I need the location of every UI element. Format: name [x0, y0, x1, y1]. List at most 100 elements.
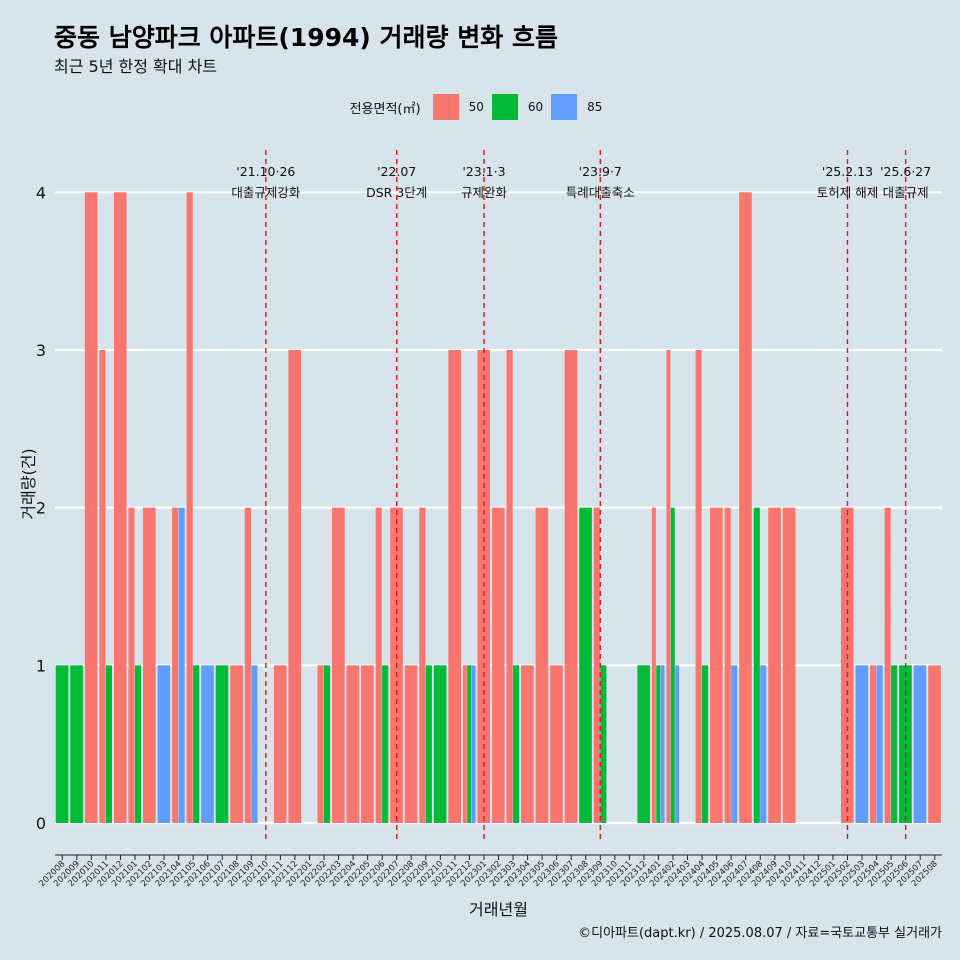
bar-202303-60 [513, 665, 520, 823]
bar-202304-50 [521, 665, 534, 823]
event-date-label: '22.07 [377, 164, 416, 179]
bar-202407-50 [739, 192, 752, 824]
bar-202401-85 [660, 665, 665, 823]
bar-202101-60 [134, 665, 142, 823]
bar-202404-50 [695, 349, 702, 823]
x-axis-title: 거래년월 [469, 900, 528, 919]
legend-item-50: 50 [432, 94, 484, 120]
bar-202504-50 [870, 665, 877, 823]
event-desc-label: 규제완화 [461, 185, 508, 200]
bar-202406-85 [731, 665, 738, 823]
y-tick-label: 2 [36, 499, 46, 518]
bar-202209-60 [425, 665, 432, 823]
event-desc-label: 대출규제강화 [231, 185, 301, 200]
event-desc-label: 대출규제 [883, 185, 929, 200]
bar-202402-85 [675, 665, 680, 823]
bar-202503-85 [855, 665, 869, 823]
y-axis-title: 거래량(건) [19, 448, 38, 519]
bar-202303-50 [506, 349, 513, 823]
bar-202505-60 [891, 665, 898, 823]
legend: 전용면적(㎡) 50 60 85 [0, 92, 960, 122]
bar-202106-85 [201, 665, 214, 823]
bar-202202-50 [317, 665, 324, 823]
bar-202308-60 [579, 507, 592, 823]
chart-subtitle: 최근 5년 한정 확대 차트 [54, 57, 218, 76]
bar-202410-50 [782, 507, 796, 823]
bar-202206-60 [382, 665, 389, 823]
chart-title: 중동 남양파크 아파트(1994) 거래량 변화 흐름 [54, 23, 558, 52]
bar-202406-50 [724, 507, 731, 823]
bar-202212-85 [471, 665, 476, 823]
bar-202105-60 [193, 665, 200, 823]
event-date-label: '23.1·3 [462, 164, 505, 179]
legend-item-60: 60 [491, 94, 544, 120]
legend-label-50: 50 [468, 100, 484, 114]
bar-202401-60 [656, 665, 661, 823]
legend-title: 전용면적(㎡) [349, 101, 421, 117]
bar-202305-50 [535, 507, 549, 823]
legend-swatch-50 [432, 94, 459, 120]
bar-202011-50 [99, 349, 106, 823]
bar-202105-50 [186, 192, 193, 824]
bar-202206-50 [375, 507, 382, 823]
bar-202010-50 [84, 192, 98, 824]
source-caption: ©디아파트(dapt.kr) / 2025.08.07 / 자료=국토교통부 실… [578, 926, 942, 941]
bar-202507-85 [913, 665, 927, 823]
bar-202109-50 [244, 507, 251, 823]
bar-202404-60 [702, 665, 709, 823]
y-tick-label: 4 [36, 183, 46, 202]
legend-label-60: 60 [527, 100, 544, 114]
event-desc-label: 토허제 해제 [817, 185, 878, 200]
legend-item-85: 85 [551, 94, 602, 120]
event-date-label: '23.9·7 [579, 164, 622, 179]
event-desc-label: DSR 3단계 [366, 185, 427, 200]
bar-202104-50 [172, 507, 179, 823]
bar-202306-50 [550, 665, 563, 823]
bar-202402-60 [670, 507, 675, 823]
bar-202203-50 [332, 507, 345, 823]
bar-202012-50 [113, 192, 127, 824]
bar-202409-50 [768, 507, 781, 823]
bar-202405-50 [710, 507, 723, 823]
bar-202101-50 [128, 507, 135, 823]
bar-202309-50 [593, 507, 600, 823]
bar-202204-50 [346, 665, 360, 823]
bar-202402-50 [666, 349, 671, 823]
bar-202104-85 [178, 507, 185, 823]
bar-202202-60 [324, 665, 331, 823]
bar-202109-85 [251, 665, 258, 823]
event-desc-label: 특례대출축소 [566, 185, 635, 200]
event-date-label: '25.6·27 [880, 164, 931, 179]
bar-202408-85 [760, 665, 767, 823]
bar-202408-60 [753, 507, 760, 823]
bar-202210-60 [433, 665, 447, 823]
event-date-label: '21.10·26 [236, 164, 295, 179]
bar-202009-60 [70, 665, 83, 823]
bar-202212-60 [467, 665, 472, 823]
bar-202401-50 [651, 507, 656, 823]
bar-202205-50 [361, 665, 374, 823]
bar-202111-50 [273, 665, 287, 823]
y-tick-label: 1 [36, 656, 46, 675]
bar-202108-50 [230, 665, 243, 823]
y-tick-label: 0 [36, 814, 46, 833]
bar-202008-60 [55, 665, 69, 823]
event-date-label: '25.2.13 [822, 164, 873, 179]
legend-swatch-85 [551, 94, 578, 120]
bar-202208-50 [404, 665, 418, 823]
bar-202112-50 [288, 349, 302, 823]
y-tick-label: 3 [36, 341, 46, 360]
legend-label-85: 85 [587, 100, 603, 114]
bar-202107-60 [215, 665, 229, 823]
bar-202309-60 [600, 665, 607, 823]
bar-202504-85 [876, 665, 883, 823]
bar-202209-50 [419, 507, 426, 823]
bar-202211-50 [448, 349, 461, 823]
bar-202505-50 [884, 507, 891, 823]
bar-202307-50 [564, 349, 578, 823]
bar-202102-50 [142, 507, 156, 823]
bar-202103-85 [157, 665, 171, 823]
bar-202212-50 [462, 665, 467, 823]
bar-202312-60 [637, 665, 651, 823]
